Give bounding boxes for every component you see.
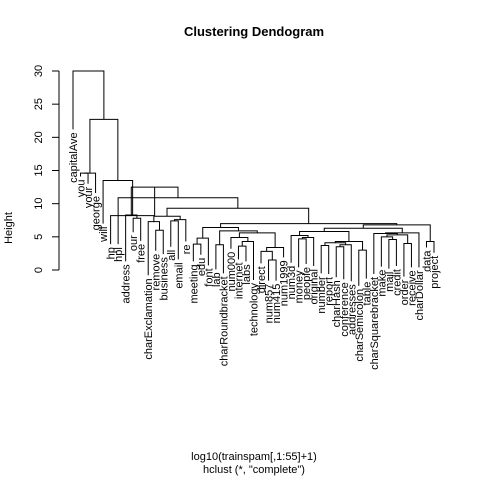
dendrogram-branch [215,244,224,274]
leaf-label: internet [233,262,245,299]
leaf-label: num415 [271,284,283,324]
leaf-label: our [128,235,140,251]
leaf-label: money [294,270,306,304]
y-tick-label: 30 [33,65,45,77]
dendrogram-branch [335,246,345,280]
leaf-label: charSquarebracket [369,277,381,370]
leaf-label: make [376,270,388,297]
leaf-label: labs [241,264,253,285]
dendrogram-branch [166,207,310,224]
y-tick-label: 10 [33,198,45,210]
dendrogram-branch [290,235,309,263]
leaf-label: your [83,186,95,208]
leaf-label: remove [151,254,163,291]
leaf-label: table [361,282,373,306]
leaf-label: num000 [226,252,238,292]
dendrogram-branch [339,244,352,282]
dendrogram-branch [237,245,247,262]
leaf-label: hp [106,247,118,259]
leaf-label: edu [196,258,208,276]
leaf-label: charExclamation [143,278,155,359]
leaf-label: charSemicolon [354,289,366,362]
leaf-label: num3d [286,266,298,300]
dendrogram-branch [89,118,119,181]
y-tick-label: 25 [33,98,45,110]
leaf-label: re [181,244,193,254]
dendrogram-branch [385,232,420,268]
leaf-label: will [98,227,110,243]
dendrogram-branch [268,259,277,281]
dendrogram-branch [238,232,276,248]
y-tick-label: 5 [33,234,45,240]
leaf-label: charHash [331,280,343,327]
chart-title: Clustering Dendogram [184,24,324,39]
leaf-label: charRoundbracket [218,276,230,366]
leaf-label: receive [406,270,418,305]
leaf-label: george [91,196,103,230]
leaf-label: direct [256,266,268,293]
leaf-label: hpl [113,247,125,262]
leaf-label: addresses [346,284,358,335]
dendrogram-branch [380,236,394,267]
leaf-label: people [301,267,313,300]
leaf-label: project [429,256,441,289]
dendrogram-branch [301,236,315,267]
leaf-label: order [399,279,411,305]
leaf-label: email [173,262,185,288]
dendrogram-branch [202,227,239,239]
y-tick-label: 0 [33,267,45,273]
dendrogram-branch [72,70,105,130]
dendrogram-branch [84,172,97,194]
leaf-label: address [121,264,133,304]
dendrogram-branch [220,223,398,228]
y-axis: 0 5 10 15 20 25 30 [33,65,60,273]
leaf-label: number [316,276,328,314]
leaf-label: capitalAve [68,132,80,183]
x-axis-label: log10(trainspam[,1:55]+1) [191,451,317,463]
leaf-label: num857 [264,284,276,324]
dendrogram-branch [358,249,367,286]
leaf-label: you [76,179,88,197]
y-tick-label: 20 [33,131,45,143]
y-axis-label: Height [3,212,15,244]
dendrogram-branch [260,250,273,264]
dendrogram-branch [230,236,249,249]
leaf-label: num1999 [279,260,291,306]
leaf-label: meeting [188,264,200,303]
leaf-label: charDollar [414,270,426,320]
dendrogram-branch [266,246,285,258]
leaf-label: technology [249,282,261,336]
leaf-label: data [421,250,433,272]
dendrogram-branches [72,70,435,286]
leaf-label: credit [391,269,403,296]
dendrogram-branch [155,229,164,255]
leaf-label: all [166,250,178,261]
leaf-label: conference [339,282,351,336]
leaf-label: font [203,268,215,286]
leaf-label: mail [384,272,396,292]
y-tick-label: 15 [33,164,45,176]
dendrogram-branch [388,238,397,269]
dendrogram-branch [174,219,187,242]
leaf-label: lab [211,272,223,287]
chart-subtitle: hclust (*, "complete") [203,464,305,476]
leaf-label: report [324,277,336,306]
dendrogram-branch [320,244,330,274]
leaf-label: business [158,257,170,301]
dendrogram-branch [299,231,350,242]
dendrogram-branch [298,238,307,268]
leaf-label: original [309,269,321,304]
leaf-label: free [136,244,148,263]
dendrogram-branch [323,227,403,233]
